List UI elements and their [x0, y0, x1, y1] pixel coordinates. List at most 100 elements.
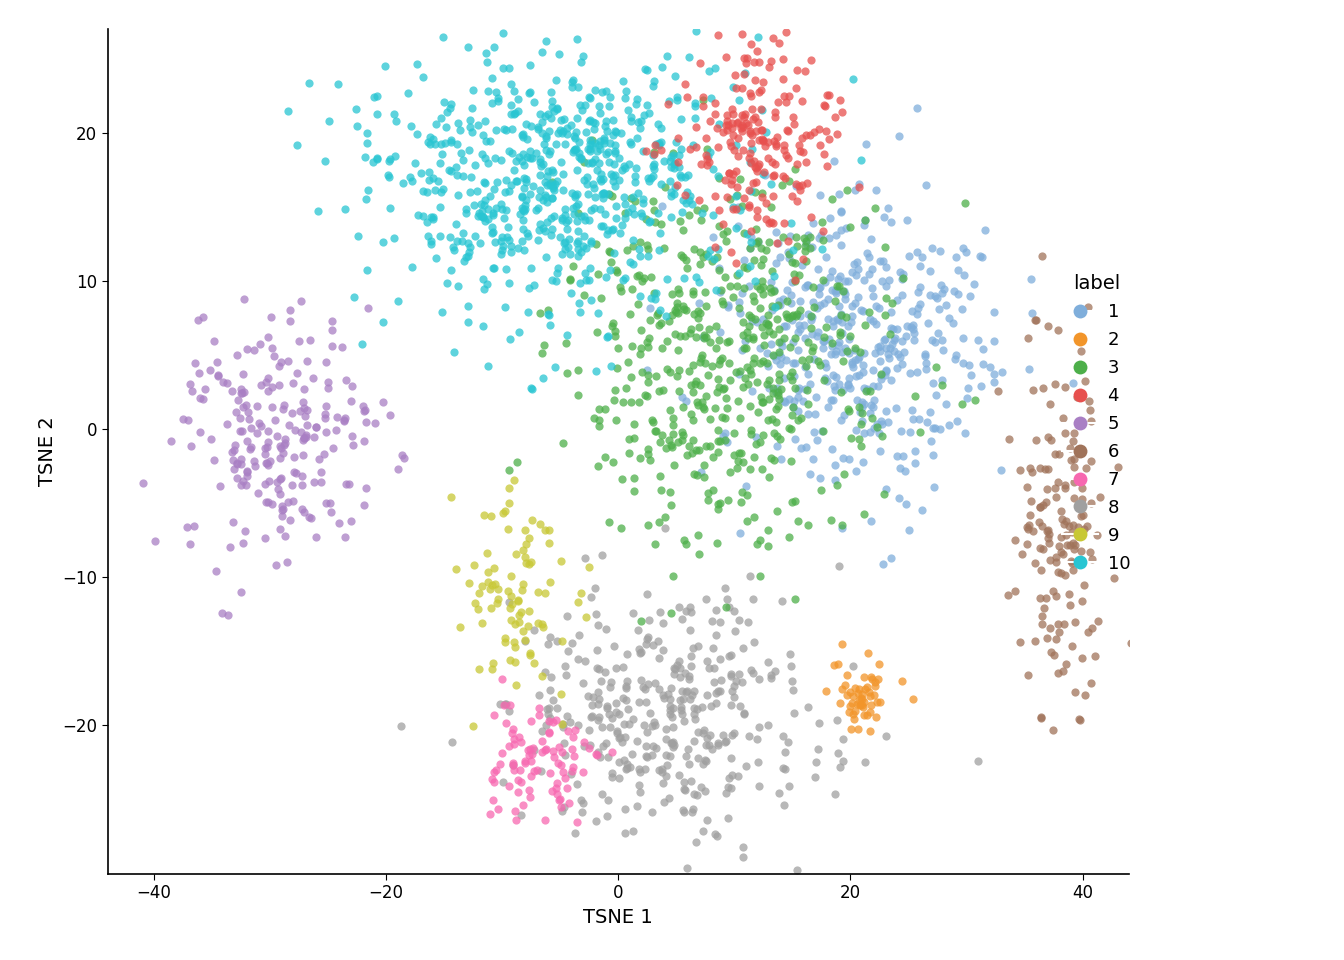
Point [770, 349, 792, 365]
Point [746, 221, 767, 236]
Point [567, 233, 589, 249]
Point [512, 129, 534, 144]
Point [761, 54, 782, 69]
Point [991, 462, 1012, 477]
Point [761, 199, 782, 214]
Point [314, 354, 336, 370]
Point [742, 665, 763, 681]
Point [482, 775, 504, 790]
Point [538, 707, 559, 722]
Point [638, 330, 660, 346]
Point [499, 704, 520, 719]
Point [796, 155, 817, 170]
Point [640, 300, 661, 316]
Point [738, 118, 759, 133]
Point [585, 115, 606, 131]
Point [831, 237, 852, 252]
Point [688, 275, 710, 290]
Point [437, 275, 458, 290]
Point [883, 344, 905, 359]
Point [650, 315, 672, 330]
Point [801, 344, 823, 359]
Point [1004, 584, 1025, 599]
Point [762, 264, 784, 279]
Point [497, 521, 519, 537]
Point [765, 415, 786, 430]
Point [786, 413, 808, 428]
Point [719, 134, 741, 150]
Point [769, 347, 790, 362]
Point [668, 148, 689, 163]
Point [435, 119, 457, 134]
Point [680, 377, 702, 393]
Point [645, 675, 667, 690]
Point [313, 407, 335, 422]
Point [492, 239, 513, 254]
Point [737, 324, 758, 340]
Point [683, 242, 704, 257]
Point [505, 678, 527, 693]
Point [816, 320, 837, 335]
Point [739, 461, 761, 476]
Point [659, 485, 680, 500]
Point [556, 120, 578, 135]
Point [698, 485, 719, 500]
Point [659, 313, 680, 328]
Point [683, 707, 704, 722]
Point [614, 90, 636, 106]
Point [735, 116, 757, 132]
Point [481, 661, 503, 677]
Point [624, 193, 645, 208]
Point [641, 718, 663, 733]
Point [769, 344, 790, 359]
Point [594, 132, 616, 148]
Point [844, 340, 866, 355]
Point [742, 141, 763, 156]
Point [718, 648, 739, 663]
Point [640, 313, 661, 328]
Point [617, 756, 638, 772]
Point [487, 582, 508, 597]
Point [845, 422, 867, 438]
Point [782, 242, 804, 257]
Point [906, 364, 927, 379]
Point [503, 107, 524, 122]
Point [724, 188, 746, 204]
Point [341, 438, 363, 453]
Point [931, 285, 953, 300]
Point [794, 279, 816, 295]
Point [784, 330, 805, 346]
Point [560, 74, 582, 89]
Point [718, 492, 739, 508]
Point [871, 413, 892, 428]
Point [848, 432, 870, 447]
Point [622, 606, 644, 621]
Point [833, 678, 855, 693]
Point [535, 142, 556, 157]
Point [598, 707, 620, 722]
Point [863, 399, 884, 415]
Point [829, 324, 851, 340]
Point [487, 591, 508, 607]
Point [567, 594, 589, 610]
Point [825, 227, 847, 242]
Point [254, 476, 276, 492]
Point [421, 209, 442, 225]
Point [757, 151, 778, 166]
Point [231, 423, 253, 439]
Point [290, 294, 312, 309]
Point [237, 465, 258, 480]
Point [527, 121, 548, 136]
Point [1071, 593, 1093, 609]
Point [812, 224, 833, 239]
Point [613, 74, 634, 89]
Point [192, 391, 214, 406]
Point [613, 158, 634, 174]
Point [1024, 555, 1046, 570]
Point [749, 84, 770, 100]
Point [270, 470, 292, 486]
Point [649, 135, 671, 151]
Point [489, 696, 511, 711]
Point [719, 372, 741, 388]
Point [293, 430, 314, 445]
